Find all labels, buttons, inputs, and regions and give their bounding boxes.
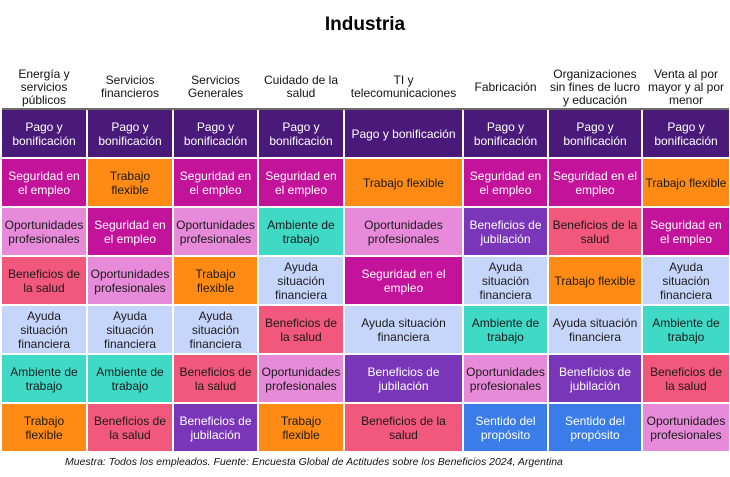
table-cell: Trabajo flexible — [549, 257, 641, 304]
table-cell: Trabajo flexible — [345, 159, 462, 206]
table-cell: Ayuda situación financiera — [88, 306, 172, 353]
table-cell: Beneficios de jubilación — [345, 355, 462, 402]
table-cell: Beneficios de la salud — [549, 208, 641, 255]
table-cell: Beneficios de la salud — [2, 257, 86, 304]
table-cell: Oportunidades profesionales — [259, 355, 343, 402]
table-cell: Seguridad en el empleo — [88, 208, 172, 255]
footnote: Muestra: Todos los empleados. Fuente: En… — [65, 456, 563, 468]
table-cell: Seguridad en el empleo — [464, 159, 547, 206]
table-cell: Pago y bonificación — [88, 110, 172, 157]
table-cell: Oportunidades profesionales — [464, 355, 547, 402]
table-cell: Ambiente de trabajo — [259, 208, 343, 255]
table-cell: Beneficios de la salud — [174, 355, 257, 402]
column-header: Venta al por mayor y al por menor — [647, 66, 725, 107]
table-cell: Pago y bonificación — [643, 110, 729, 157]
table-cell: Ayuda situación financiera — [345, 306, 462, 353]
table-cell: Beneficios de la salud — [345, 404, 462, 451]
table-cell: Pago y bonificación — [2, 110, 86, 157]
table-cell: Trabajo flexible — [643, 159, 729, 206]
table-cell: Oportunidades profesionales — [174, 208, 257, 255]
header-divider — [2, 108, 729, 110]
table-cell: Ambiente de trabajo — [643, 306, 729, 353]
table-cell: Ayuda situación financiera — [464, 257, 547, 304]
table-cell: Pago y bonificación — [259, 110, 343, 157]
table-cell: Ayuda situación financiera — [643, 257, 729, 304]
table-cell: Pago y bonificación — [345, 110, 462, 157]
column-header: Cuidado de la salud — [263, 73, 339, 100]
table-cell: Sentido del propósito — [549, 404, 641, 451]
table-cell: Ayuda situación financiera — [259, 257, 343, 304]
column-header: Servicios Generales — [187, 73, 244, 100]
table-cell: Sentido del propósito — [464, 404, 547, 451]
column-header: TI y telecomunicaciones — [350, 73, 457, 100]
table-cell: Ambiente de trabajo — [88, 355, 172, 402]
chart-title: Industria — [324, 14, 406, 35]
table-cell: Oportunidades profesionales — [2, 208, 86, 255]
table-cell: Seguridad en el empleo — [643, 208, 729, 255]
table-cell: Ambiente de trabajo — [464, 306, 547, 353]
table-cell: Ayuda situación financiera — [2, 306, 86, 353]
table-cell: Oportunidades profesionales — [88, 257, 172, 304]
table-cell: Ambiente de trabajo — [2, 355, 86, 402]
table-cell: Trabajo flexible — [2, 404, 86, 451]
table-cell: Pago y bonificación — [174, 110, 257, 157]
table-cell: Beneficios de la salud — [259, 306, 343, 353]
table-cell: Ayuda situación financiera — [549, 306, 641, 353]
table-cell: Beneficios de jubilación — [174, 404, 257, 451]
table-cell: Pago y bonificación — [464, 110, 547, 157]
table-cell: Ayuda situación financiera — [174, 306, 257, 353]
table-cell: Beneficios de jubilación — [464, 208, 547, 255]
table-cell: Oportunidades profesionales — [345, 208, 462, 255]
table-cell: Seguridad en el empleo — [259, 159, 343, 206]
column-header: Servicios financieros — [100, 73, 160, 100]
table-cell: Beneficios de la salud — [643, 355, 729, 402]
table-cell: Oportunidades profesionales — [643, 404, 729, 451]
table-cell: Trabajo flexible — [259, 404, 343, 451]
table-cell: Seguridad en el empleo — [2, 159, 86, 206]
table-cell: Pago y bonificación — [549, 110, 641, 157]
column-header: Organizaciones sin fines de lucro y educ… — [549, 66, 641, 107]
table-cell: Seguridad en el empleo — [345, 257, 462, 304]
table-cell: Seguridad en el empleo — [174, 159, 257, 206]
table-cell: Beneficios de jubilación — [549, 355, 641, 402]
table-cell: Seguridad en el empleo — [549, 159, 641, 206]
table-cell: Beneficios de la salud — [88, 404, 172, 451]
table-cell: Trabajo flexible — [88, 159, 172, 206]
column-header: Energía y servicios públicos — [18, 66, 70, 107]
table-cell: Trabajo flexible — [174, 257, 257, 304]
column-header: Fabricación — [474, 79, 537, 94]
